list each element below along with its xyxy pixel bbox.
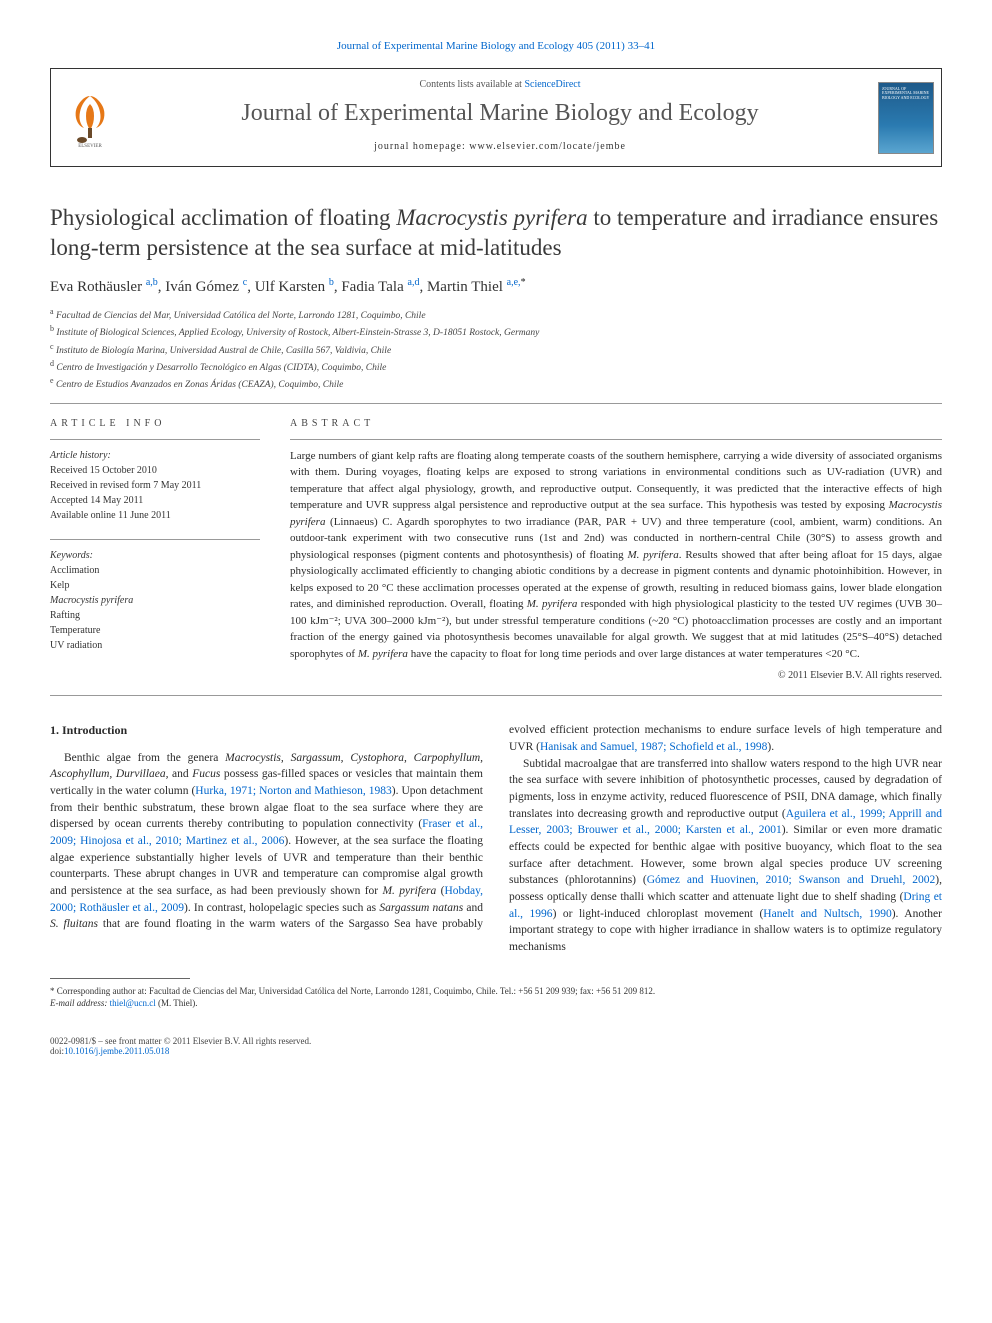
history-revised: Received in revised form 7 May 2011 (50, 478, 260, 493)
history-accepted: Accepted 14 May 2011 (50, 493, 260, 508)
history-online: Available online 11 June 2011 (50, 508, 260, 523)
footer-copyright: 0022-0981/$ – see front matter © 2011 El… (50, 1036, 311, 1046)
keyword-6: UV radiation (50, 638, 260, 653)
rule-above-abstract (50, 403, 942, 404)
abs-ital2: M. pyrifera (628, 549, 679, 561)
abs-e: have the capacity to float for long time… (408, 648, 860, 660)
abs-ital3: M. pyrifera (527, 598, 578, 610)
author-5: , Martin Thiel (419, 279, 506, 295)
email-suffix: (M. Thiel). (156, 998, 198, 1008)
aff-d-text: Centro de Investigación y Desarrollo Tec… (56, 363, 386, 373)
rule-abstract (290, 439, 942, 440)
rule-below-abstract (50, 695, 942, 696)
journal-title: Journal of Experimental Marine Biology a… (137, 100, 863, 127)
aff-b-text: Institute of Biological Sciences, Applie… (56, 328, 539, 338)
author-4-aff[interactable]: a,d (408, 277, 420, 288)
page-container: Journal of Experimental Marine Biology a… (0, 0, 992, 1096)
keyword-2: Kelp (50, 578, 260, 593)
affiliation-d: d Centro de Investigación y Desarrollo T… (50, 358, 942, 375)
p2-c: ). (767, 741, 774, 753)
abs-a: Large numbers of giant kelp rafts are fl… (290, 450, 942, 512)
aff-a-text: Facultad de Ciencias del Mar, Universida… (56, 311, 426, 321)
title-italic-species: Macrocystis pyrifera (396, 205, 587, 230)
info-abstract-row: article info Article history: Received 1… (50, 418, 942, 682)
p2-cite1[interactable]: Hanisak and Samuel, 1987; Schofield et a… (540, 741, 767, 753)
sciencedirect-link[interactable]: ScienceDirect (524, 79, 580, 90)
keyword-3: Macrocystis pyrifera (50, 593, 260, 608)
p2-ital1: Sargassum natans (379, 902, 463, 914)
p1-ital3: M. pyrifera (382, 885, 436, 897)
email-label: E-mail address: (50, 998, 110, 1008)
corresponding-star[interactable]: * (521, 277, 526, 288)
body-two-column: 1. Introduction Benthic algae from the g… (50, 722, 942, 955)
p1-ital2: Fucus (192, 768, 220, 780)
title-part-a: Physiological acclimation of floating (50, 205, 396, 230)
keywords-label: Keywords: (50, 548, 260, 563)
contents-lists-line: Contents lists available at ScienceDirec… (137, 79, 863, 90)
abstract-text: Large numbers of giant kelp rafts are fl… (290, 448, 942, 663)
article-history: Article history: Received 15 October 201… (50, 448, 260, 523)
corresponding-footnote: * Corresponding author at: Facultad de C… (50, 985, 942, 1010)
doi-link[interactable]: 10.1016/j.jembe.2011.05.018 (64, 1046, 169, 1056)
abs-ital4: M. pyrifera (358, 648, 408, 660)
affiliations: a Facultad de Ciencias del Mar, Universi… (50, 306, 942, 393)
p3-cite4[interactable]: Hanelt and Nultsch, 1990 (763, 908, 891, 920)
corr-email-line: E-mail address: thiel@ucn.cl (M. Thiel). (50, 997, 942, 1010)
journal-cover-thumb: JOURNAL OF EXPERIMENTAL MARINE BIOLOGY A… (871, 69, 941, 166)
footer-left: 0022-0981/$ – see front matter © 2011 El… (50, 1036, 311, 1056)
p1-a: Benthic algae from the genera (64, 752, 225, 764)
rule-info (50, 439, 260, 440)
abstract-copyright: © 2011 Elsevier B.V. All rights reserved… (290, 670, 942, 681)
keyword-5: Temperature (50, 623, 260, 638)
p1-g: ). In contrast, holopelagic species such… (184, 902, 376, 914)
aff-e-text: Centro de Estudios Avanzados en Zonas Ár… (56, 381, 343, 391)
article-info-column: article info Article history: Received 1… (50, 418, 260, 682)
author-list: Eva Rothäusler a,b, Iván Gómez c, Ulf Ka… (50, 277, 942, 296)
intro-p3: Subtidal macroalgae that are transferred… (509, 756, 942, 956)
article-title: Physiological acclimation of floating Ma… (50, 203, 942, 263)
affiliation-b: b Institute of Biological Sciences, Appl… (50, 323, 942, 340)
article-info-label: article info (50, 418, 260, 429)
affiliation-c: c Instituto de Biología Marina, Universi… (50, 341, 942, 358)
doi-prefix: doi: (50, 1046, 64, 1056)
p1-b: and (169, 768, 193, 780)
aff-c-text: Instituto de Biología Marina, Universida… (56, 346, 391, 356)
journal-homepage[interactable]: journal homepage: www.elsevier.com/locat… (137, 141, 863, 152)
p3-cite2[interactable]: Gómez and Huovinen, 2010; Swanson and Dr… (647, 874, 936, 886)
footer-doi-line: doi:10.1016/j.jembe.2011.05.018 (50, 1046, 311, 1056)
author-1-aff[interactable]: a,b (146, 277, 158, 288)
journal-citation-link[interactable]: Journal of Experimental Marine Biology a… (50, 40, 942, 52)
elsevier-logo: ELSEVIER (51, 69, 129, 166)
author-1: Eva Rothäusler (50, 279, 146, 295)
p2-ital2: S. fluitans (50, 918, 98, 930)
footnote-rule (50, 978, 190, 979)
journal-header-box: ELSEVIER Contents lists available at Sci… (50, 68, 942, 167)
affiliation-e: e Centro de Estudios Avanzados en Zonas … (50, 375, 942, 392)
cover-image: JOURNAL OF EXPERIMENTAL MARINE BIOLOGY A… (878, 82, 934, 154)
p3-d: ) or light-induced chloroplast movement … (553, 908, 764, 920)
author-3: , Ulf Karsten (247, 279, 329, 295)
p2-a: and (463, 902, 483, 914)
author-4: , Fadia Tala (334, 279, 408, 295)
header-center: Contents lists available at ScienceDirec… (129, 69, 871, 166)
svg-text:ELSEVIER: ELSEVIER (78, 144, 102, 148)
p1-cite1[interactable]: Hurka, 1971; Norton and Mathieson, 1983 (195, 785, 391, 797)
history-label: Article history: (50, 448, 260, 463)
abstract-column: abstract Large numbers of giant kelp raf… (290, 418, 942, 682)
abstract-label: abstract (290, 418, 942, 429)
contents-prefix: Contents lists available at (419, 79, 524, 90)
history-received: Received 15 October 2010 (50, 463, 260, 478)
affiliation-a: a Facultad de Ciencias del Mar, Universi… (50, 306, 942, 323)
email-link[interactable]: thiel@ucn.cl (110, 998, 156, 1008)
intro-heading: 1. Introduction (50, 722, 483, 739)
author-2: , Iván Gómez (158, 279, 243, 295)
author-5-aff[interactable]: a,e, (507, 277, 521, 288)
keywords-block: Keywords: Acclimation Kelp Macrocystis p… (50, 548, 260, 653)
keyword-4: Rafting (50, 608, 260, 623)
elsevier-tree-icon: ELSEVIER (60, 88, 120, 148)
page-footer: 0022-0981/$ – see front matter © 2011 El… (50, 1036, 942, 1056)
corr-text: * Corresponding author at: Facultad de C… (50, 985, 942, 998)
keyword-1: Acclimation (50, 563, 260, 578)
rule-keywords (50, 539, 260, 540)
